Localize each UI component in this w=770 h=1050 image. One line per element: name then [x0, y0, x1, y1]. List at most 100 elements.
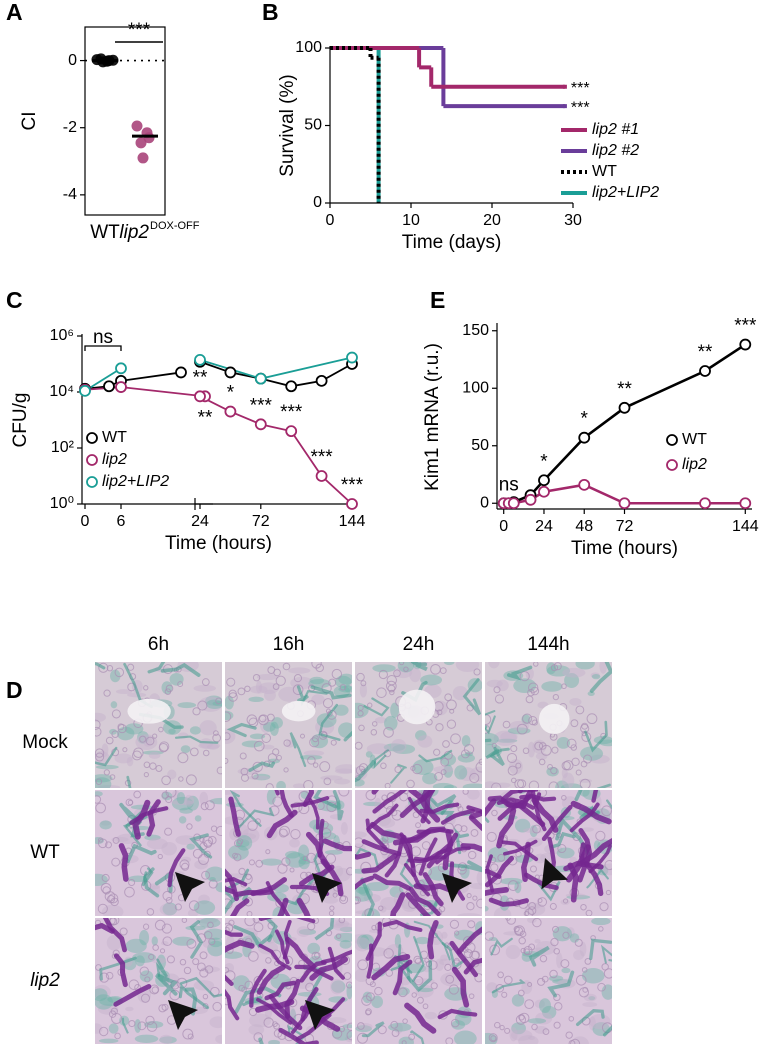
nucleus	[319, 761, 331, 773]
tissue-fiber	[155, 958, 168, 978]
tissue-fiber	[589, 662, 612, 693]
nucleus	[159, 741, 170, 752]
tissue-blob	[453, 1030, 477, 1044]
nucleus	[145, 736, 155, 746]
nucleus	[474, 973, 482, 983]
hypha	[320, 949, 352, 964]
nucleus	[457, 806, 464, 813]
y-tick-label: 100	[462, 379, 489, 396]
nucleus	[528, 943, 536, 951]
nucleus	[416, 996, 424, 1004]
tissue-blob	[215, 1034, 222, 1044]
tissue-fiber	[126, 775, 132, 788]
hypha	[392, 828, 431, 846]
nucleus	[97, 903, 108, 914]
nucleus	[491, 782, 502, 788]
hypha	[282, 919, 292, 960]
nucleus	[177, 752, 189, 764]
tissue-blob	[206, 699, 222, 709]
x-tick-label: 6	[117, 513, 126, 530]
nucleus	[148, 953, 155, 961]
nucleus	[114, 667, 125, 678]
hypha	[361, 852, 398, 874]
nucleus	[105, 971, 114, 980]
tissue-blob	[248, 696, 264, 703]
tissue-blob	[225, 710, 234, 721]
hypha	[296, 918, 316, 924]
nucleus	[357, 959, 369, 971]
tissue-blob	[526, 918, 537, 924]
nucleus	[412, 811, 420, 819]
tissue-fiber	[600, 944, 612, 964]
nucleus	[332, 892, 338, 898]
nucleus	[199, 951, 208, 960]
data-point	[175, 366, 187, 379]
tissue-blob	[562, 772, 575, 788]
nucleus	[450, 733, 461, 745]
nucleus	[345, 981, 352, 989]
nucleus	[95, 964, 102, 971]
hypha	[268, 994, 303, 1031]
arrowhead	[442, 873, 472, 903]
hypha	[485, 854, 495, 893]
nucleus	[233, 853, 242, 862]
significance-label: **	[198, 407, 213, 428]
nucleus	[553, 947, 560, 955]
hypha	[295, 1013, 332, 1042]
y-tick-label: -2	[63, 119, 77, 136]
nucleus	[466, 893, 472, 899]
hypha	[418, 837, 438, 876]
nucleus	[524, 999, 535, 1010]
tissue-blob	[292, 783, 306, 788]
nucleus	[98, 662, 109, 673]
tissue-blob	[330, 978, 344, 995]
tissue-blob	[171, 800, 194, 805]
nucleus	[522, 747, 530, 755]
hypha	[284, 978, 301, 1019]
tissue-blob	[534, 1026, 548, 1034]
tissue-blob	[320, 832, 337, 840]
micrograph	[95, 662, 222, 788]
tissue-fiber	[99, 956, 137, 981]
nucleus	[261, 733, 272, 743]
tissue-blob	[564, 672, 580, 689]
nucleus	[244, 685, 251, 693]
x-tick-label: 72	[252, 513, 270, 530]
nucleus	[197, 700, 208, 711]
nucleus	[371, 924, 377, 931]
nucleus	[248, 951, 259, 962]
nucleus	[470, 828, 479, 837]
hypha	[505, 801, 546, 827]
tissue-blob	[535, 1012, 553, 1025]
hypha	[284, 936, 316, 969]
nucleus	[494, 694, 505, 704]
nucleus	[159, 948, 166, 954]
nucleus	[402, 1018, 408, 1024]
tissue-blob	[267, 758, 280, 764]
tissue-blob	[248, 1024, 265, 1036]
nucleus	[154, 919, 166, 931]
nucleus	[339, 895, 349, 905]
nucleus	[478, 758, 482, 766]
nucleus	[548, 781, 559, 788]
micrograph	[225, 662, 352, 788]
tissue-blob	[114, 753, 133, 764]
nucleus	[358, 724, 365, 732]
nucleus	[269, 805, 280, 816]
nucleus	[203, 930, 213, 940]
nucleus	[495, 984, 505, 993]
tissue-fiber	[575, 1009, 605, 1027]
tissue-blob	[371, 995, 383, 1009]
hypha	[225, 974, 234, 986]
tissue-blob	[186, 795, 199, 811]
nucleus	[531, 719, 538, 726]
tissue-blob	[363, 801, 383, 807]
tissue-blob	[443, 662, 455, 666]
data-point	[739, 338, 752, 351]
hypha	[249, 968, 267, 1008]
tissue-blob	[561, 768, 568, 779]
hypha	[485, 886, 509, 897]
nucleus	[466, 902, 475, 911]
nucleus	[152, 733, 158, 739]
micrograph	[485, 918, 612, 1044]
